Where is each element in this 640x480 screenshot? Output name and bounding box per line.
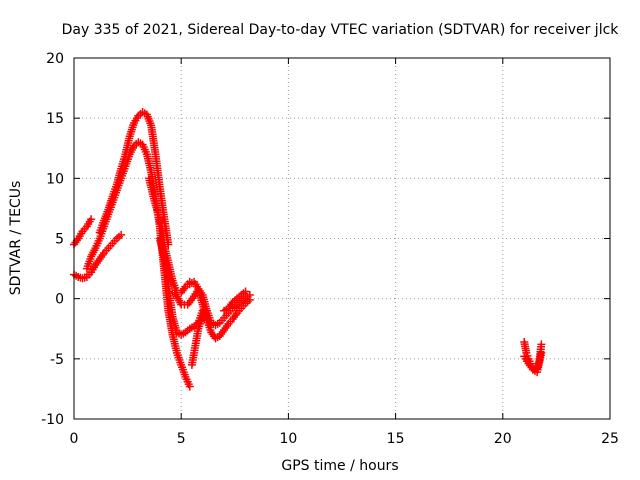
- x-tick-label: 10: [279, 431, 297, 447]
- y-axis-label: SDTVAR / TECUs: [8, 181, 24, 296]
- y-tick-label: -5: [50, 352, 64, 368]
- x-tick-label: 0: [70, 431, 79, 447]
- y-tick-label: 5: [55, 232, 64, 248]
- x-tick-label: 20: [494, 431, 512, 447]
- plot-frame: [73, 57, 611, 420]
- grid-lines: [74, 58, 610, 419]
- x-axis-label: GPS time / hours: [281, 458, 398, 474]
- data-point: [117, 230, 126, 239]
- series-track-9: [187, 306, 211, 369]
- data-point: [87, 215, 96, 224]
- series-track-4: [95, 108, 173, 249]
- data-point: [537, 348, 546, 357]
- x-tick-label: 25: [601, 431, 619, 447]
- data-point: [537, 340, 546, 349]
- y-axis-ticks: -10 -5 0 5 10 15 20: [41, 51, 610, 428]
- data-point: [241, 287, 250, 296]
- series-track-8: [185, 277, 254, 343]
- series-track-12: [520, 348, 546, 377]
- series-track-10: [220, 287, 250, 315]
- data-point: [185, 382, 194, 391]
- y-tick-label: 20: [46, 51, 64, 67]
- x-tick-label: 5: [177, 431, 186, 447]
- series-track-2: [70, 230, 126, 283]
- y-tick-label: 0: [55, 292, 64, 308]
- x-axis-ticks: 0 5 10 15 20 25: [70, 58, 619, 447]
- series-track-6: [155, 234, 207, 339]
- data-points: [70, 108, 546, 391]
- data-point: [202, 306, 211, 315]
- chart-title: Day 335 of 2021, Sidereal Day-to-day VTE…: [62, 22, 620, 38]
- y-tick-label: 10: [46, 171, 64, 187]
- y-tick-label: 15: [46, 111, 64, 127]
- x-tick-label: 15: [387, 431, 405, 447]
- y-tick-label: -10: [41, 412, 64, 428]
- data-point: [245, 295, 254, 304]
